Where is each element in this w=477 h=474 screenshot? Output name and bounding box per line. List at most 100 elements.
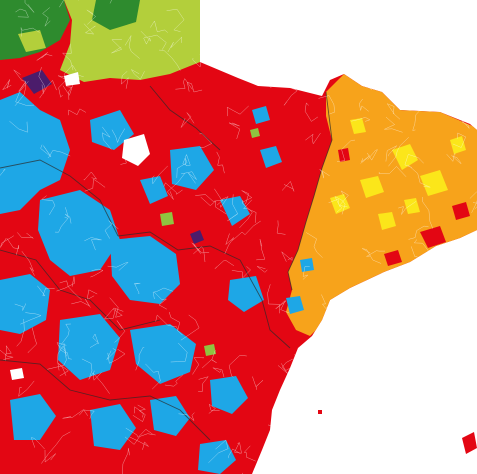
province-borders — [0, 85, 333, 441]
municipal-border-line — [359, 98, 369, 112]
municipal-border-line — [404, 154, 424, 168]
municipal-border-line — [38, 67, 45, 94]
municipal-border-line — [64, 207, 72, 224]
municipal-border-line — [360, 155, 370, 164]
municipal-border-line — [214, 259, 235, 269]
municipal-border-line — [167, 36, 183, 53]
municipal-border-line — [135, 347, 145, 371]
municipal-border-line — [120, 71, 129, 89]
municipal-border-line — [366, 250, 385, 257]
municipal-border-line — [452, 132, 467, 148]
municipal-border-line — [451, 154, 462, 164]
municipal-border-line — [319, 169, 330, 179]
region-lime-small — [18, 30, 46, 52]
municipal-border-line — [267, 284, 280, 314]
municipal-border-line — [151, 165, 168, 185]
municipal-border-line — [216, 151, 225, 174]
municipal-border-line — [386, 103, 401, 120]
municipal-border-line — [339, 190, 349, 208]
municipal-border-line — [47, 352, 67, 370]
municipal-border-line — [388, 137, 409, 167]
municipal-border-line — [234, 442, 242, 454]
municipal-border-line — [5, 344, 12, 361]
municipal-border-line — [111, 128, 126, 144]
municipal-border-line — [422, 196, 434, 229]
municipal-border-line — [6, 238, 20, 255]
municipal-border-line — [155, 314, 179, 331]
region-purple-2 — [190, 230, 204, 244]
municipal-border-line — [9, 120, 28, 133]
municipal-border-line — [84, 237, 102, 251]
municipal-border-line — [201, 350, 217, 369]
municipal-border-line — [42, 7, 51, 27]
municipal-border-line — [168, 311, 183, 336]
municipal-border-line — [62, 74, 75, 96]
municipal-border-line — [208, 439, 229, 463]
municipal-border-line — [226, 105, 249, 117]
municipal-border-line — [318, 95, 335, 115]
municipal-border-line — [256, 239, 266, 261]
municipal-border-line — [71, 298, 91, 308]
municipal-border-line — [198, 376, 209, 392]
municipal-border-line — [58, 76, 70, 98]
municipal-border-line — [166, 173, 186, 200]
municipal-border-line — [384, 116, 403, 133]
municipal-border-line — [412, 111, 420, 131]
municipal-border-line — [27, 327, 37, 353]
municipal-border-line — [306, 232, 323, 258]
municipal-border-line — [63, 64, 77, 86]
municipal-border-line — [59, 0, 76, 8]
municipal-border-line — [228, 122, 241, 139]
municipal-border-line — [241, 190, 253, 205]
municipal-border-line — [212, 367, 225, 378]
municipal-border-line — [79, 409, 95, 419]
municipal-border-line — [66, 86, 73, 100]
municipal-border-line — [56, 342, 67, 354]
municipal-border-line — [86, 9, 96, 25]
municipal-border-line — [14, 303, 26, 311]
municipal-border-line — [214, 188, 229, 209]
municipal-border-line — [107, 348, 126, 364]
municipal-border-line — [57, 344, 72, 360]
municipal-border-line — [275, 300, 290, 314]
municipal-border-line — [15, 81, 35, 106]
municipal-border-line — [131, 69, 145, 80]
no-data-patches — [10, 72, 150, 380]
municipal-border-line — [18, 380, 35, 397]
municipal-border-line — [164, 374, 184, 387]
municipal-border-line — [107, 261, 129, 271]
municipal-border-line — [408, 225, 429, 240]
region-orange-east — [286, 74, 477, 336]
municipal-border-line — [137, 404, 147, 418]
municipal-border-line — [2, 79, 12, 90]
municipal-border-line — [20, 27, 40, 37]
municipal-border-line — [192, 357, 204, 375]
municipal-border-line — [243, 445, 256, 462]
region-green-patch — [92, 0, 140, 30]
municipal-border-line — [228, 354, 247, 378]
municipal-border-line — [145, 363, 161, 390]
municipal-border-line — [178, 412, 195, 421]
municipal-border-line — [134, 282, 141, 294]
municipal-border-line — [243, 199, 257, 223]
municipal-border-line — [114, 320, 126, 343]
municipal-border-line — [170, 342, 188, 363]
red-patches-east — [338, 148, 470, 266]
municipal-border-line — [446, 153, 456, 162]
municipal-border-line — [83, 23, 96, 35]
municipal-border-line — [281, 180, 295, 192]
municipal-border-line — [336, 139, 356, 162]
municipal-border-line — [195, 194, 225, 206]
municipal-border-line — [62, 409, 89, 419]
municipal-border-line — [40, 144, 52, 157]
municipal-border-line — [180, 112, 195, 128]
blue-regions — [0, 92, 314, 474]
municipal-border-line — [59, 280, 82, 300]
municipal-border-line — [83, 171, 98, 181]
municipal-border-line — [111, 39, 123, 54]
municipal-border-line — [227, 194, 238, 222]
municipal-border-line — [283, 85, 298, 106]
municipal-border-line — [36, 52, 53, 61]
municipal-border-line — [256, 266, 268, 273]
